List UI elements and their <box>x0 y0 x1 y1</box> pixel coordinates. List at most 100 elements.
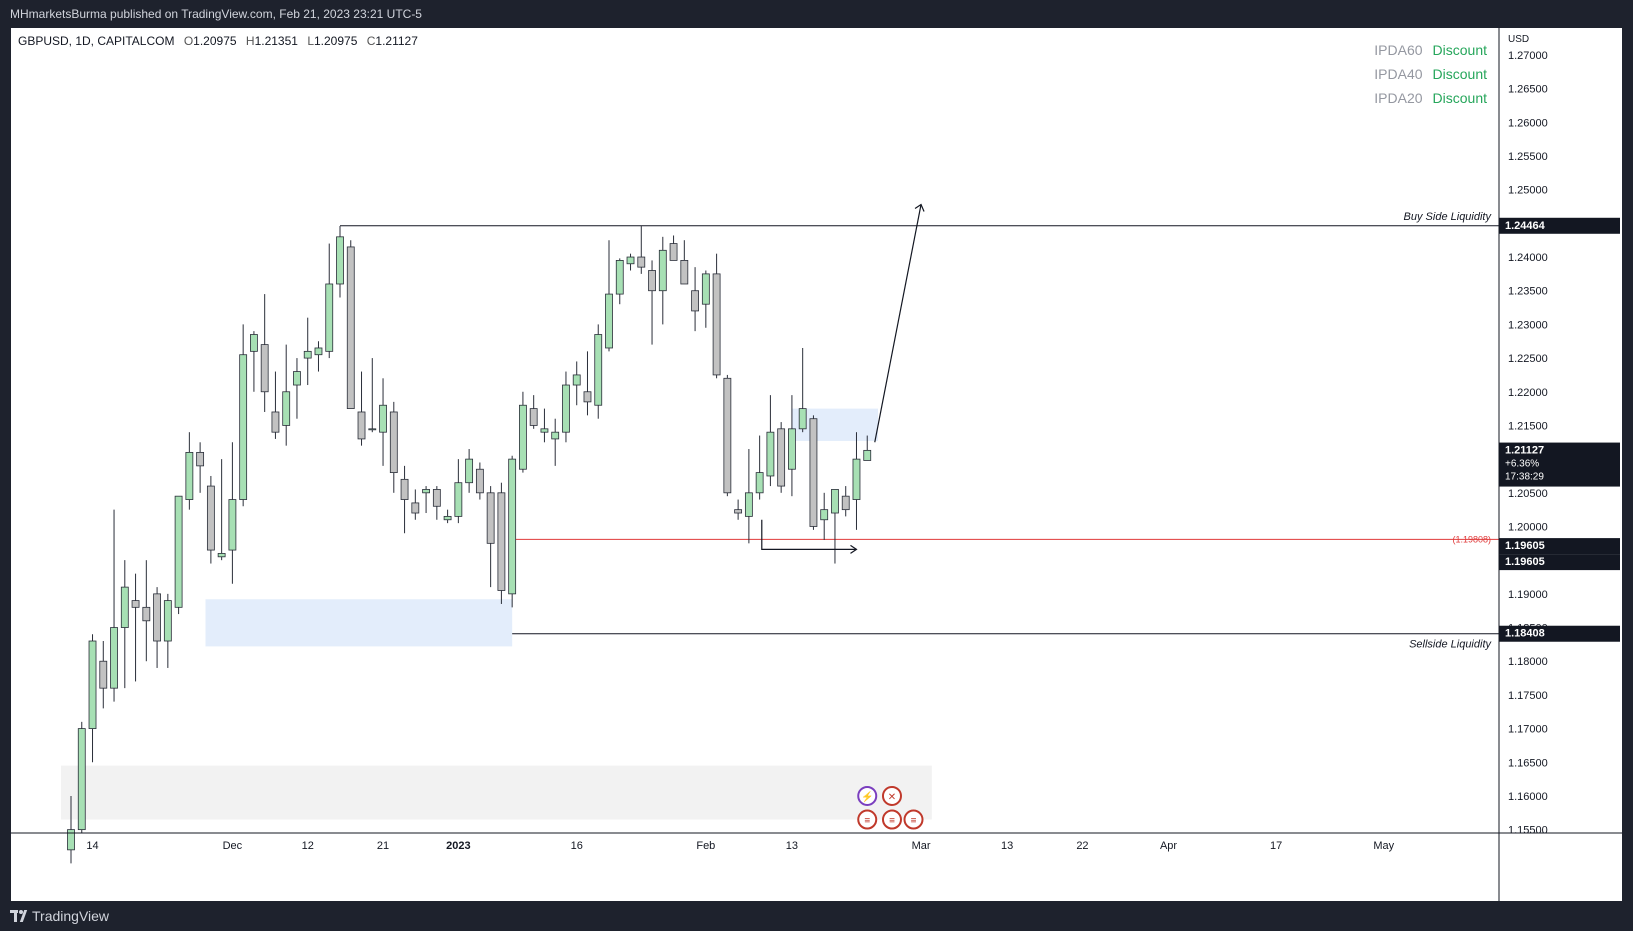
x-tick-label: May <box>1373 840 1394 852</box>
price-tag-bg <box>1499 625 1620 642</box>
low-value: 1.20975 <box>314 34 358 48</box>
candle-body <box>551 431 560 440</box>
candle-body <box>648 270 656 292</box>
event-icon-glyph: ✕ <box>888 792 896 803</box>
footer-bar: TradingView <box>0 901 1633 931</box>
candle-body <box>497 492 506 591</box>
candle <box>863 435 872 461</box>
candle <box>239 324 248 507</box>
candle-body <box>766 431 775 477</box>
candle-body <box>120 586 129 628</box>
candle-body <box>239 354 248 500</box>
y-tick-label: 1.26000 <box>1508 117 1548 129</box>
candle <box>852 432 861 530</box>
candle-body <box>346 246 355 410</box>
economic-event-icon: ≡ <box>903 809 924 830</box>
candle-body <box>400 478 409 500</box>
event-icon-glyph: ≡ <box>911 816 917 827</box>
candle <box>443 509 452 524</box>
tradingview-logo-icon <box>10 910 34 922</box>
price-tag-text: +6.36% <box>1505 459 1539 470</box>
y-tick-label: 1.16000 <box>1508 791 1548 803</box>
candle-body <box>368 428 377 431</box>
price-tag-text: 1.21127 <box>1505 445 1544 457</box>
y-tick-label: 1.27000 <box>1508 50 1548 62</box>
candle <box>99 641 108 709</box>
red-level-label: (1.19808) <box>1452 534 1491 544</box>
candle <box>809 415 818 530</box>
candle-body <box>594 334 603 406</box>
event-icon-circle <box>857 809 878 830</box>
y-tick-label: 1.22000 <box>1508 387 1548 399</box>
price-tag-text: 1.19605 <box>1505 540 1545 552</box>
candle-body <box>572 374 581 386</box>
candle <box>163 593 172 668</box>
y-tick-label: 1.18000 <box>1508 656 1548 668</box>
candle-body <box>777 428 786 487</box>
candle-body <box>680 260 689 285</box>
close-value: 1.21127 <box>375 34 418 48</box>
chart-area[interactable]: Buy Side Liquidity Sellside Liquidity (1.1… <box>11 28 1622 901</box>
candle-body <box>67 829 75 851</box>
economic-event-icon: ≡ <box>857 809 878 830</box>
y-tick-label: 1.17000 <box>1508 724 1548 736</box>
candle <box>583 351 592 416</box>
candle-body <box>820 509 829 521</box>
publisher-bar: MHmarketsBurma published on TradingView.… <box>0 0 1633 28</box>
price-tag-text: 1.18408 <box>1505 628 1545 640</box>
sellside-price-tag: 1.18408 <box>1499 625 1620 642</box>
candle-body <box>110 627 118 689</box>
candle <box>691 267 699 332</box>
x-tick-label: 13 <box>786 840 798 852</box>
y-tick-label: 1.19000 <box>1508 589 1548 601</box>
sweep-arrow-head <box>850 544 858 554</box>
y-tick-label: 1.15500 <box>1508 825 1548 837</box>
candle-body <box>228 499 237 551</box>
candle <box>562 371 570 443</box>
x-tick-label: 22 <box>1076 840 1088 852</box>
candle-body <box>540 428 549 433</box>
candle-body <box>831 489 839 514</box>
candle <box>196 442 205 493</box>
price-tag-bg <box>1499 217 1620 234</box>
projection-arrow-head <box>914 203 925 212</box>
high-label: H <box>245 34 255 48</box>
candle-body <box>465 458 474 484</box>
candle-body <box>153 593 161 642</box>
candle-body <box>454 482 463 517</box>
candle <box>142 560 151 662</box>
candle <box>411 489 420 520</box>
candle-body <box>389 411 398 474</box>
candle-body <box>583 391 592 403</box>
candle-body <box>357 411 366 440</box>
candle <box>88 634 97 763</box>
candle <box>615 258 624 305</box>
economic-event-icon: ⚡ <box>857 785 878 806</box>
candlestick-chart[interactable]: Buy Side Liquidity Sellside Liquidity (1.1… <box>11 28 1622 901</box>
brand-name: TradingView <box>32 908 110 924</box>
event-icon-glyph: ≡ <box>889 816 895 827</box>
current-price-tag: 1.21127 +6.36% 17:38:29 <box>1499 442 1620 487</box>
y-tick-label: 1.21500 <box>1508 420 1548 432</box>
candle <box>529 395 538 429</box>
x-tick-label: 2023 <box>446 840 470 852</box>
event-icon-circle <box>881 809 902 830</box>
candle <box>131 573 140 682</box>
candle <box>723 374 732 497</box>
candle-body <box>486 492 495 544</box>
candle <box>389 401 398 493</box>
candle-body <box>314 347 323 356</box>
candle-body <box>206 485 215 551</box>
candle-body <box>529 408 538 426</box>
tradingview-logo[interactable]: TradingView <box>10 901 109 931</box>
y-tick-label: 1.16500 <box>1508 757 1548 769</box>
event-icon-glyph: ≡ <box>864 816 870 827</box>
open-value: 1.20975 <box>193 34 237 48</box>
candle <box>508 455 517 608</box>
price-tag-text: 1.24464 <box>1505 220 1546 232</box>
candle-body <box>701 273 710 305</box>
candle <box>712 253 721 379</box>
sweep-arrow-line <box>761 519 857 550</box>
x-tick-label: Feb <box>696 840 715 852</box>
candle-body <box>615 260 624 295</box>
